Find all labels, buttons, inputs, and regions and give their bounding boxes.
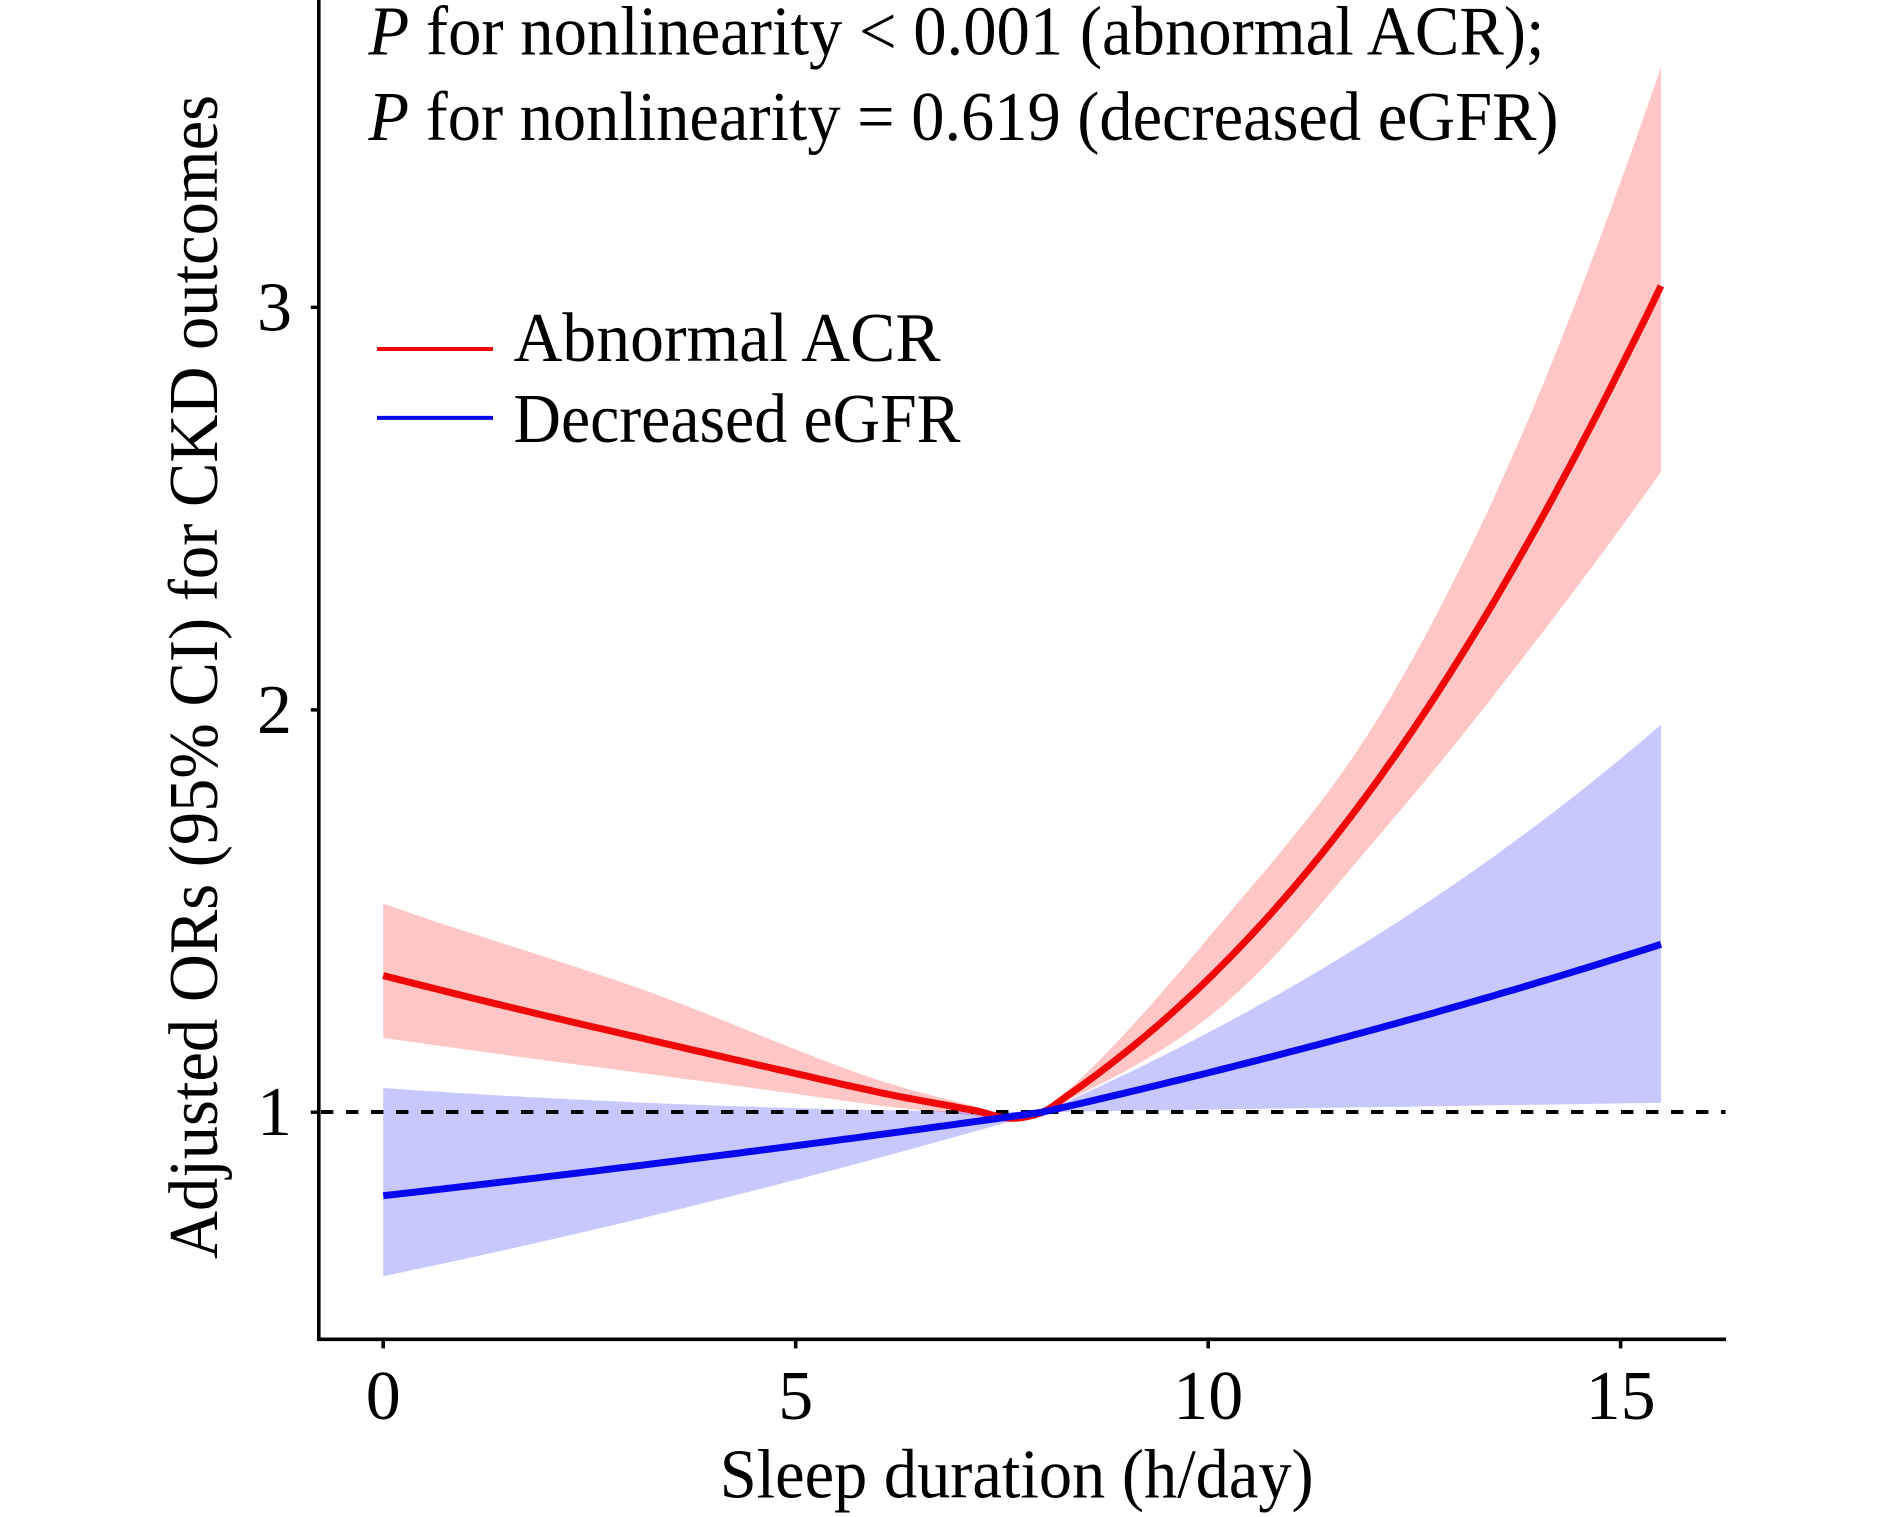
svg-text:Sleep duration (h/day): Sleep duration (h/day) — [720, 1437, 1314, 1514]
svg-text:15: 15 — [1586, 1358, 1656, 1435]
svg-text:0: 0 — [366, 1358, 401, 1435]
svg-text:3: 3 — [257, 269, 292, 346]
svg-text:10: 10 — [1173, 1358, 1243, 1435]
svg-text:P for nonlinearity = 0.619 (de: P for nonlinearity = 0.619 (decreased eG… — [368, 79, 1559, 156]
svg-text:1: 1 — [257, 1074, 292, 1151]
svg-text:2: 2 — [257, 672, 292, 749]
svg-text:Abnormal ACR: Abnormal ACR — [514, 300, 941, 377]
svg-text:P for nonlinearity < 0.001 (ab: P for nonlinearity < 0.001 (abnormal ACR… — [368, 0, 1545, 71]
svg-text:5: 5 — [778, 1358, 813, 1435]
svg-text:Adjusted ORs (95% CI) for CKD: Adjusted ORs (95% CI) for CKD outcomes — [156, 95, 233, 1259]
svg-text:Decreased eGFR: Decreased eGFR — [514, 381, 961, 458]
